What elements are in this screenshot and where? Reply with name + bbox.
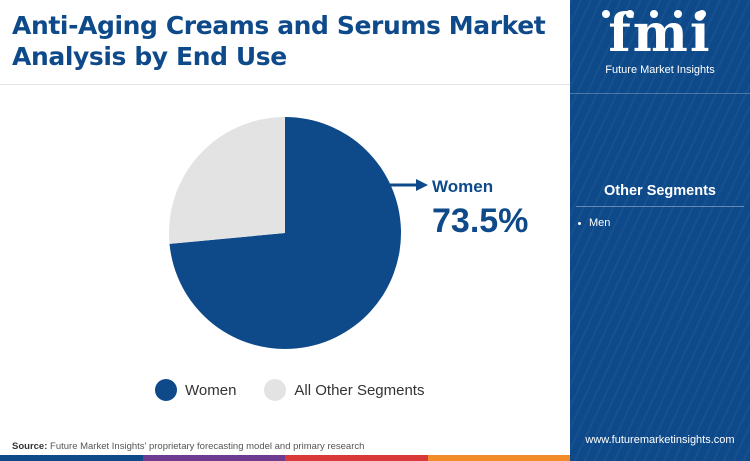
pie-chart: Women 73.5% [169, 117, 528, 350]
chart-title: Anti-Aging Creams and Serums Market Anal… [12, 10, 562, 72]
chart-panel: Anti-Aging Creams and Serums Market Anal… [0, 10, 570, 461]
other-segments-item: Men [578, 215, 610, 231]
logo-subtitle: Future Market Insights [605, 64, 715, 76]
title-divider [0, 84, 570, 85]
title-line-2: Analysis by End Use [12, 42, 287, 71]
callout-arrow [388, 179, 428, 191]
other-segments-heading: Other Segments [604, 183, 716, 199]
bottom-bar-segment [142, 455, 285, 461]
sidebar-divider [570, 93, 750, 94]
pie-slice-all-other-segments [169, 117, 285, 244]
legend-swatch-women [155, 379, 177, 401]
pie-slice-women [169, 117, 401, 350]
callout-label: Women [432, 177, 493, 196]
bullet-icon [578, 221, 581, 225]
legend-label-women: Women [185, 381, 237, 399]
source-text: Future Market Insights' proprietary fore… [50, 441, 365, 452]
legend-item-other-segments: All Other Segments [264, 379, 424, 401]
source-prefix: Source: [12, 441, 48, 452]
pie-slices [169, 117, 401, 350]
bottom-color-bar [0, 455, 570, 461]
logo-icons [602, 10, 706, 18]
other-segments-divider [576, 206, 744, 207]
source-note: Source: Future Market Insights' propriet… [12, 441, 364, 452]
bottom-bar-segment [427, 455, 570, 461]
sidebar: fmi Future Market Insights Other Segment… [570, 0, 750, 461]
title-line-1: Anti-Aging Creams and Serums Market [12, 11, 546, 40]
fmi-logo: fmi Future Market Insights [570, 6, 750, 94]
callout-value: 73.5% [432, 202, 528, 240]
website-url: www.futuremarketinsights.com [585, 434, 735, 446]
legend-swatch-other-segments [264, 379, 287, 401]
legend-item-women: Women [155, 379, 236, 401]
other-segments-list: Men [578, 215, 610, 231]
chart-legend: Women All Other Segments [155, 377, 452, 403]
other-segments-item-label: Men [589, 217, 611, 229]
bottom-bar-segment [285, 455, 428, 461]
bottom-bar-segment [0, 455, 143, 461]
logo-wordmark: fmi [608, 3, 712, 64]
legend-label-other-segments: All Other Segments [294, 381, 425, 399]
